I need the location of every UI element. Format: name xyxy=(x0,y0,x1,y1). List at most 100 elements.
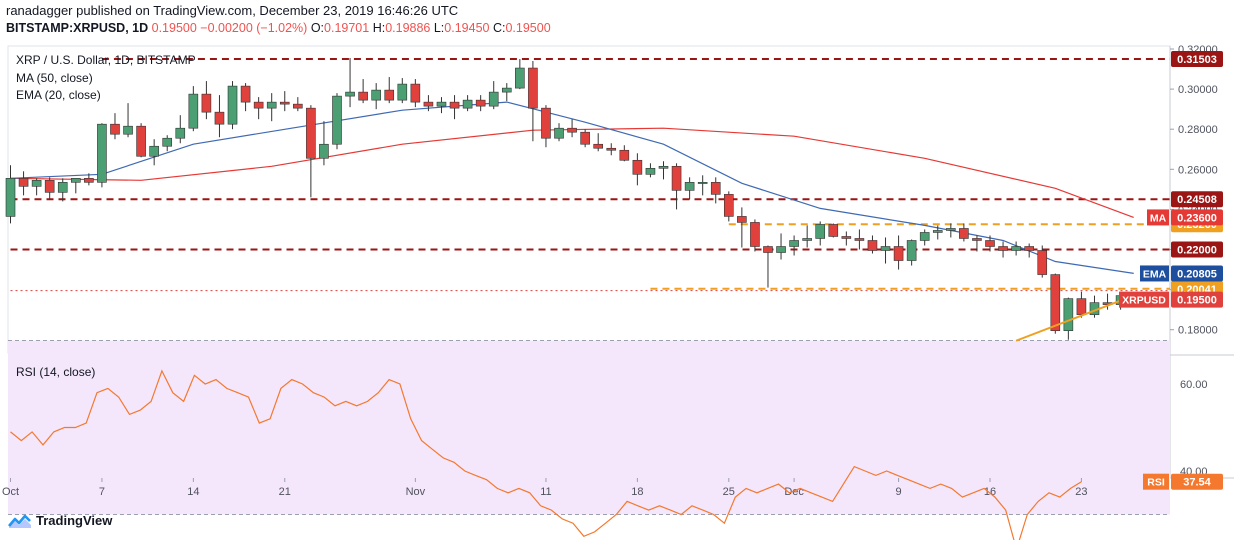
candle-down xyxy=(136,125,146,157)
candle-up xyxy=(501,87,512,93)
candle-up xyxy=(906,240,917,261)
rsi-tag xyxy=(1143,473,1169,490)
series-value-tag xyxy=(1171,209,1223,226)
candle-up xyxy=(123,125,133,135)
candle-up xyxy=(319,143,329,159)
candle-down xyxy=(384,89,395,101)
candle-down xyxy=(214,111,225,125)
symbol: BITSTAMP:XRPUSD, 1D xyxy=(6,21,149,35)
candle-down xyxy=(279,101,290,105)
time-tick-label: 7 xyxy=(99,486,105,498)
candle-up xyxy=(880,246,891,251)
candle-down xyxy=(828,224,839,237)
candle-down xyxy=(841,236,852,239)
tradingview-brand: TradingView xyxy=(36,513,113,528)
price-tick-label: 0.28000 xyxy=(1178,124,1218,136)
candle-down xyxy=(1076,298,1087,315)
candle-down xyxy=(854,238,865,241)
series-tag-label: MA xyxy=(1150,212,1167,224)
level-tag-label: 0.22000 xyxy=(1177,245,1217,257)
candle-down xyxy=(737,216,747,223)
time-tick-label: 9 xyxy=(896,486,902,498)
ohlc-line: BITSTAMP:XRPUSD, 1D 0.19500 −0.00200 (−1… xyxy=(6,21,551,35)
candle-down xyxy=(44,180,55,193)
candle-down xyxy=(423,101,434,107)
open-label: O: xyxy=(310,21,325,35)
candle-down xyxy=(541,107,551,139)
candle-up xyxy=(554,127,564,139)
time-tick-label: 18 xyxy=(631,486,643,498)
time-tick-label: Nov xyxy=(406,486,426,498)
tradingview-logo: TradingView xyxy=(8,513,112,528)
candles xyxy=(5,58,1139,340)
price-tick-label: 0.26000 xyxy=(1178,164,1218,176)
time-tick-label: 23 xyxy=(1075,486,1087,498)
candle-up xyxy=(371,89,381,101)
series-value-tag xyxy=(1171,265,1223,282)
open-value: 0.19701 xyxy=(324,21,370,35)
high-value: 0.19886 xyxy=(385,21,431,35)
candle-up xyxy=(5,178,16,217)
rsi-line xyxy=(10,369,1082,540)
candle-up xyxy=(332,95,342,145)
candle-down xyxy=(985,240,995,247)
candle-up xyxy=(789,240,799,247)
candle-down xyxy=(1037,250,1048,275)
time-tick-label: 14 xyxy=(187,486,199,498)
rsi-tick-label: 60.00 xyxy=(1180,379,1208,391)
candle-up xyxy=(97,123,107,183)
candle-down xyxy=(1050,274,1061,332)
candle-up xyxy=(919,232,930,241)
candle-up xyxy=(515,67,525,89)
candle-down xyxy=(750,222,760,247)
low-value: 0.19450 xyxy=(444,21,490,35)
candle-up xyxy=(645,167,656,175)
candle-down xyxy=(528,67,538,109)
candle-up xyxy=(684,182,695,191)
candle-up xyxy=(266,101,277,109)
level-tag xyxy=(1171,191,1223,208)
candle-down xyxy=(201,93,212,113)
series-tag xyxy=(1147,209,1169,226)
time-tick-label: 21 xyxy=(279,486,291,498)
support-trendline xyxy=(1015,294,1135,342)
candle-up xyxy=(345,91,355,97)
candle-up xyxy=(462,99,473,109)
ma-legend: MA (50, close) xyxy=(16,71,93,85)
rsi-value-label: 37.54 xyxy=(1183,477,1211,489)
chart-legend-title: XRP / U.S. Dollar, 1D, BITSTAMP xyxy=(16,53,196,67)
price-tick-label: 0.30000 xyxy=(1178,84,1218,96)
time-tick-label: 25 xyxy=(723,486,735,498)
candle-up xyxy=(1011,246,1021,251)
candle-down xyxy=(18,178,29,187)
candle-up xyxy=(488,91,499,107)
candle-down xyxy=(567,127,577,133)
candle-up xyxy=(227,85,238,125)
close-value: 0.19500 xyxy=(505,21,551,35)
candle-down xyxy=(306,107,316,159)
ma50-line xyxy=(10,127,1134,218)
candle-up xyxy=(31,180,42,187)
candle-down xyxy=(1024,246,1034,251)
candle-down xyxy=(253,101,264,109)
rsi-tag-label: RSI xyxy=(1147,477,1165,489)
tradingview-icon xyxy=(8,514,31,528)
candle-up xyxy=(1063,298,1074,332)
series-value-label: 0.20805 xyxy=(1177,268,1217,280)
candle-up xyxy=(776,246,786,253)
candle-up xyxy=(188,93,199,129)
time-tick-label: Dec xyxy=(784,486,804,498)
series-tag-label: EMA xyxy=(1143,268,1167,280)
candle-down xyxy=(893,246,904,261)
publisher-line: ranadagger published on TradingView.com,… xyxy=(6,3,459,18)
candle-up xyxy=(397,83,408,101)
series-tag xyxy=(1119,291,1169,308)
series-tag-label: XRPUSD xyxy=(1122,295,1166,307)
ema-legend: EMA (20, close) xyxy=(16,88,101,102)
price-change: −0.00200 (−1.02%) xyxy=(200,21,308,35)
last-price: 0.19500 xyxy=(151,21,197,35)
candle-down xyxy=(293,103,303,109)
level-tag-label: 0.31503 xyxy=(1177,54,1217,66)
candle-up xyxy=(658,165,669,169)
